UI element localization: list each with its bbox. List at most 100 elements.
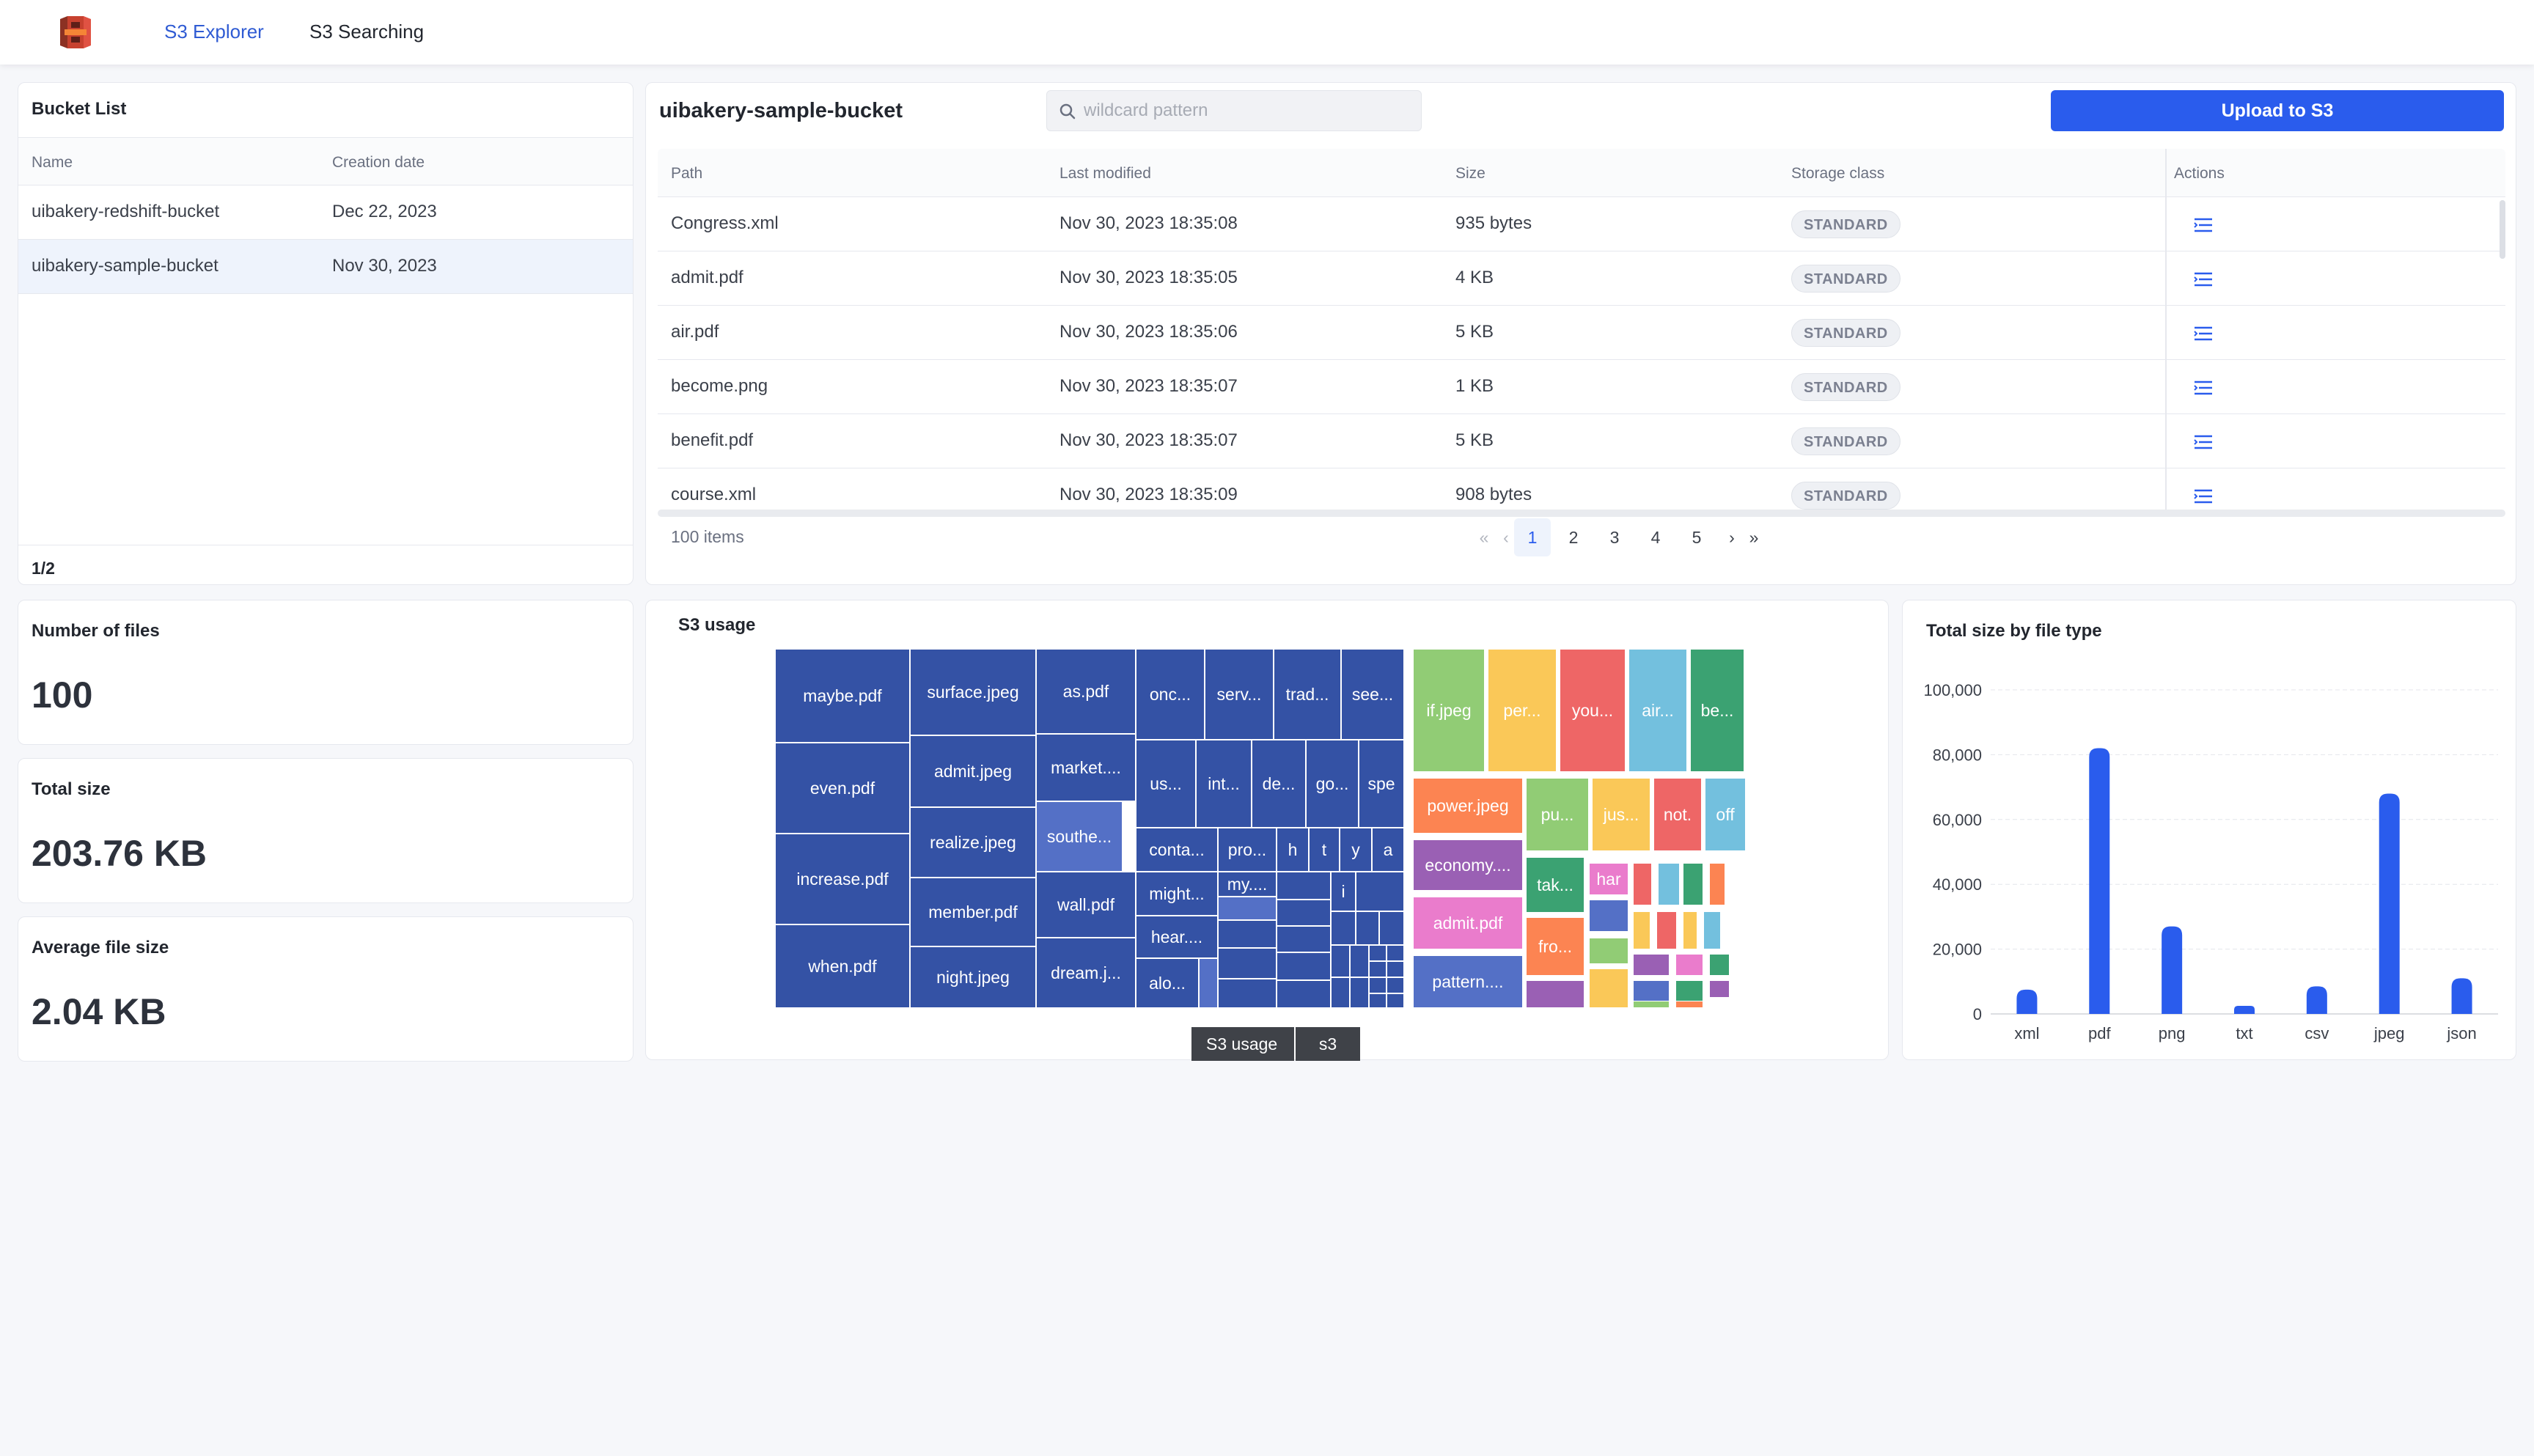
column-header-last-modified[interactable]: Last modified (1059, 165, 1151, 182)
bucket-row[interactable]: uibakery-redshift-bucket Dec 22, 2023 (18, 185, 633, 240)
treemap-tile[interactable] (1331, 977, 1350, 1008)
treemap-tile[interactable] (1683, 911, 1697, 949)
row-actions-menu-icon[interactable] (2193, 488, 2214, 505)
treemap-tile[interactable]: fro... (1526, 917, 1584, 976)
treemap-tile[interactable]: h (1277, 828, 1309, 872)
treemap-tile[interactable] (1369, 993, 1387, 1008)
treemap-tile[interactable] (1218, 920, 1277, 948)
treemap-tile[interactable] (1331, 945, 1350, 977)
treemap-tile[interactable] (1218, 979, 1277, 1008)
treemap-tile[interactable]: you... (1560, 649, 1626, 772)
treemap-tile[interactable] (1369, 961, 1387, 977)
treemap-tile[interactable]: realize.jpeg (910, 807, 1036, 878)
treemap-tile[interactable] (1703, 911, 1721, 949)
row-actions-menu-icon[interactable] (2193, 433, 2214, 451)
treemap-tile[interactable]: off (1705, 778, 1746, 851)
treemap-tile[interactable]: night.jpeg (910, 946, 1036, 1008)
file-path[interactable]: benefit.pdf (671, 430, 754, 450)
file-row[interactable]: benefit.pdf Nov 30, 2023 18:35:07 5 KB STAN… (658, 414, 2505, 468)
treemap-tile[interactable] (1709, 980, 1730, 998)
treemap-tile[interactable] (1683, 863, 1703, 905)
treemap-tile[interactable] (1350, 977, 1369, 1008)
treemap-tile[interactable]: t (1309, 828, 1340, 872)
treemap-tile[interactable]: see... (1341, 649, 1404, 740)
treemap-tile[interactable] (1387, 945, 1404, 961)
treemap-tile[interactable] (1277, 980, 1331, 1008)
treemap-tile[interactable]: y (1340, 828, 1372, 872)
file-row[interactable]: Congress.xml Nov 30, 2023 18:35:08 935 byt… (658, 197, 2505, 251)
bar-png[interactable] (2162, 926, 2183, 1014)
treemap-tile[interactable] (1379, 911, 1404, 945)
treemap-tile[interactable] (1526, 980, 1584, 1008)
vertical-scrollbar[interactable] (2500, 200, 2505, 259)
treemap-tile[interactable] (1277, 900, 1331, 926)
treemap-tile[interactable] (1387, 961, 1404, 977)
treemap-tile[interactable] (1633, 954, 1670, 976)
treemap-tile[interactable] (1350, 945, 1369, 977)
treemap-tile[interactable]: my.... (1218, 872, 1277, 897)
treemap-tile[interactable]: market.... (1036, 734, 1136, 801)
s3-bucket-logo-icon[interactable] (57, 13, 94, 51)
column-header-path[interactable]: Path (671, 165, 703, 182)
treemap-tile[interactable]: per... (1488, 649, 1557, 772)
treemap-tile[interactable]: alo... (1136, 958, 1199, 1008)
file-path[interactable]: air.pdf (671, 322, 719, 342)
file-path[interactable]: admit.pdf (671, 268, 743, 287)
treemap-tile[interactable] (1369, 945, 1387, 961)
treemap-tile[interactable] (1277, 952, 1331, 980)
bucket-page-indicator[interactable]: 1/2 (32, 559, 55, 578)
upload-to-s3-button[interactable]: Upload to S3 (2051, 90, 2504, 131)
next-page-icon[interactable]: › (1729, 528, 1735, 547)
file-path[interactable]: become.png (671, 376, 768, 396)
treemap-tile[interactable]: go... (1306, 740, 1359, 828)
treemap-tile[interactable] (1199, 958, 1218, 1008)
treemap-tile[interactable] (1277, 872, 1331, 900)
file-path[interactable]: course.xml (671, 485, 757, 504)
treemap-tile[interactable]: power.jpeg (1413, 778, 1523, 834)
treemap-tile[interactable]: southe... (1036, 801, 1123, 872)
bar-csv[interactable] (2306, 986, 2327, 1014)
treemap-tile[interactable] (1633, 1001, 1670, 1008)
treemap-tile[interactable] (1387, 993, 1404, 1008)
treemap-tile[interactable]: admit.pdf (1413, 897, 1523, 949)
horizontal-scrollbar[interactable] (658, 510, 2505, 517)
treemap-tile[interactable]: a (1372, 828, 1404, 872)
nav-link-s3-explorer[interactable]: S3 Explorer (164, 21, 264, 43)
row-actions-menu-icon[interactable] (2193, 216, 2214, 234)
treemap-tile[interactable] (1356, 872, 1404, 911)
bar-txt[interactable] (2234, 1005, 2255, 1014)
treemap-tile[interactable] (1675, 954, 1703, 976)
treemap-tile[interactable] (1658, 863, 1680, 905)
treemap-tile[interactable]: serv... (1205, 649, 1274, 740)
row-actions-menu-icon[interactable] (2193, 325, 2214, 342)
bar-jpeg[interactable] (2379, 793, 2400, 1014)
treemap-tile[interactable]: increase.pdf (775, 834, 910, 924)
column-header-name[interactable]: Name (32, 154, 73, 171)
treemap-tile[interactable]: be... (1690, 649, 1744, 772)
file-row[interactable]: course.xml Nov 30, 2023 18:35:09 908 bytes… (658, 468, 2505, 515)
treemap-tile[interactable] (1709, 954, 1730, 976)
treemap-tile[interactable] (1589, 938, 1628, 964)
treemap-tile[interactable] (1656, 911, 1677, 949)
row-actions-menu-icon[interactable] (2193, 379, 2214, 397)
treemap-tile[interactable] (1633, 911, 1650, 949)
treemap-tile[interactable] (1675, 980, 1703, 1002)
bar-xml[interactable] (2016, 989, 2038, 1014)
column-header-storage-class[interactable]: Storage class (1791, 165, 1885, 182)
prev-page-icon[interactable]: ‹ (1503, 528, 1509, 547)
treemap-tile[interactable]: jus... (1592, 778, 1650, 851)
treemap-tile[interactable]: if.jpeg (1413, 649, 1485, 772)
column-header-size[interactable]: Size (1455, 165, 1485, 182)
treemap-tile[interactable]: trad... (1274, 649, 1341, 740)
treemap-tile[interactable] (1633, 863, 1652, 905)
treemap-tile[interactable]: might... (1136, 872, 1218, 916)
bar-pdf[interactable] (2089, 748, 2110, 1014)
treemap-tile[interactable]: dream.j... (1036, 938, 1136, 1008)
treemap-tile[interactable]: de... (1252, 740, 1306, 828)
treemap-tile[interactable]: surface.jpeg (910, 649, 1036, 735)
treemap-tile[interactable]: pu... (1526, 778, 1589, 851)
treemap-tile[interactable] (1709, 863, 1725, 905)
treemap-tile[interactable] (1331, 911, 1356, 945)
bar-json[interactable] (2451, 978, 2472, 1014)
treemap-tile[interactable]: not. (1653, 778, 1702, 851)
